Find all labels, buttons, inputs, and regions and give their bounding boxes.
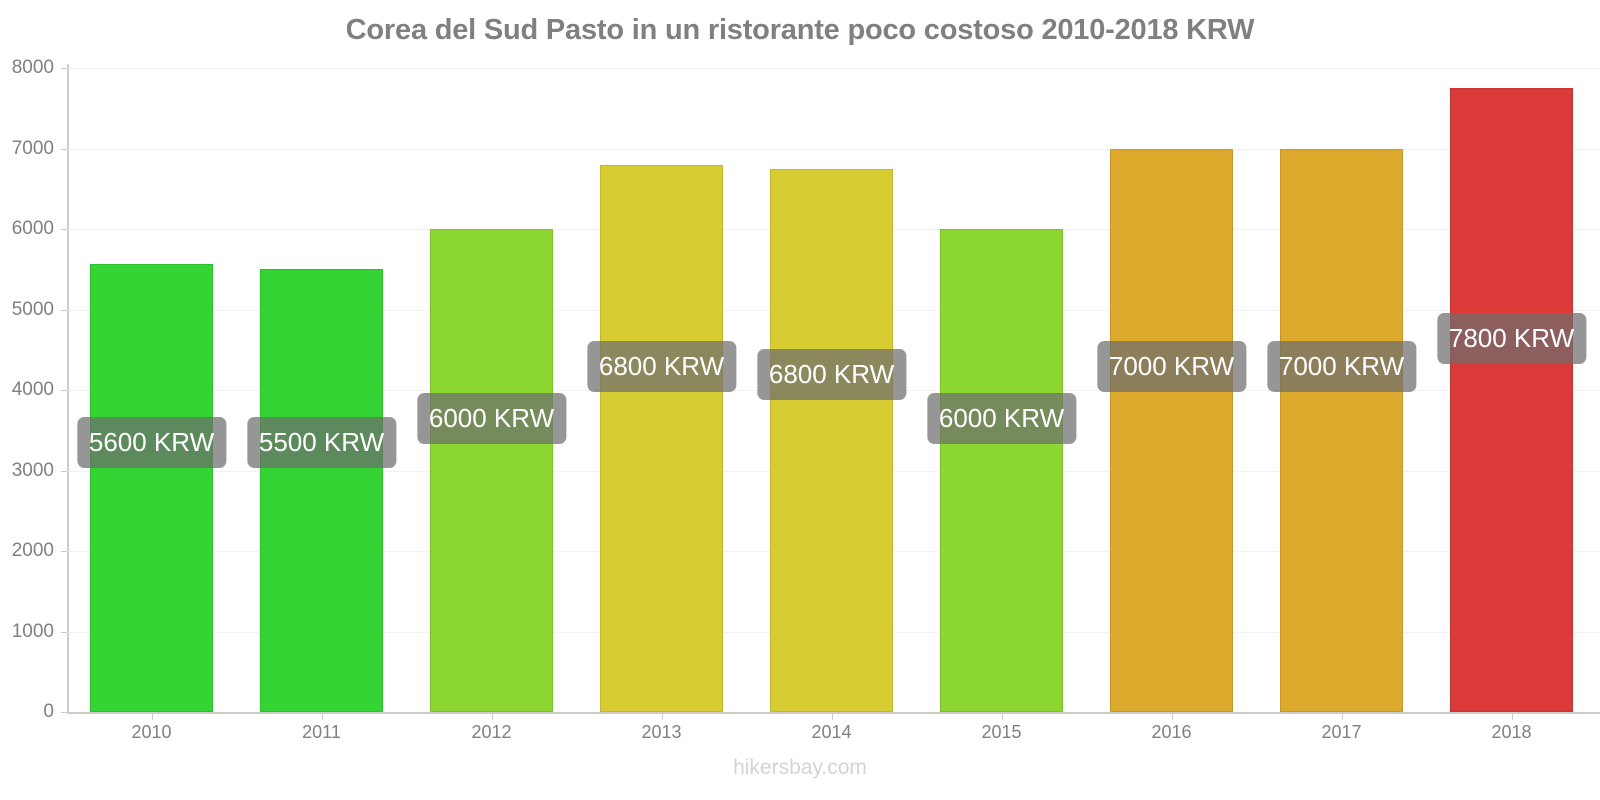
x-tick-label-2018: 2018 — [1491, 722, 1532, 742]
bar-2011[interactable] — [260, 269, 383, 712]
x-tick-label-2016: 2016 — [1151, 722, 1192, 742]
value-label-2010: 5600 KRW — [76, 417, 227, 469]
bars-layer — [90, 88, 1573, 712]
bar-2016[interactable] — [1110, 148, 1233, 712]
x-tick-mark-2014 — [831, 712, 833, 720]
bar-2017[interactable] — [1280, 148, 1403, 712]
x-tick-label-2015: 2015 — [981, 722, 1022, 742]
y-tick-mark-0 — [61, 712, 68, 713]
footer-credit: hikersbay.com — [733, 756, 867, 779]
x-tick-mark-2016 — [1171, 712, 1173, 720]
y-tick-label-0: 0 — [43, 701, 54, 722]
y-tick-mark-2000 — [61, 551, 68, 552]
y-tick-mark-8000 — [61, 68, 68, 69]
value-label-2018: 7800 KRW — [1436, 312, 1587, 364]
x-tick-label-2013: 2013 — [641, 722, 682, 742]
y-tick-mark-6000 — [61, 229, 68, 230]
value-label-2013: 6800 KRW — [586, 340, 737, 392]
y-tick-mark-4000 — [61, 390, 68, 391]
y-axis-line — [67, 64, 69, 714]
x-tick-mark-2010 — [151, 712, 153, 720]
axis-baseline — [68, 712, 1600, 714]
chart-title: Corea del Sud Pasto in un ristorante poc… — [345, 14, 1255, 46]
value-label-2015: 6000 KRW — [926, 393, 1077, 445]
x-tick-mark-2012 — [491, 712, 493, 720]
y-tick-label-7000: 7000 — [11, 137, 54, 159]
y-tick-label-1000: 1000 — [11, 620, 54, 642]
value-label-2016: 7000 KRW — [1096, 340, 1247, 392]
y-tick-label-5000: 5000 — [11, 298, 54, 320]
y-tick-mark-3000 — [61, 470, 68, 472]
bar-2012[interactable] — [430, 229, 553, 712]
value-label-2017: 7000 KRW — [1266, 340, 1417, 392]
y-tick-label-4000: 4000 — [11, 379, 54, 400]
x-tick-mark-2017 — [1341, 712, 1343, 720]
y-tick-label-3000: 3000 — [11, 459, 54, 481]
bar-2010[interactable] — [90, 264, 213, 712]
gridline-7000 — [68, 148, 1600, 150]
y-tick-label-8000: 8000 — [11, 57, 54, 78]
value-label-2011: 5500 KRW — [246, 417, 397, 469]
y-tick-mark-1000 — [61, 631, 68, 633]
x-tick-label-2012: 2012 — [471, 722, 512, 742]
x-tick-mark-2015 — [1001, 712, 1003, 720]
x-tick-label-2017: 2017 — [1321, 722, 1362, 742]
x-tick-mark-2018 — [1511, 712, 1513, 720]
bar-2013[interactable] — [600, 164, 723, 712]
bar-2018[interactable] — [1450, 88, 1573, 712]
bar-2014[interactable] — [770, 168, 893, 712]
y-tick-mark-7000 — [61, 148, 68, 150]
gridline-8000 — [68, 68, 1600, 69]
y-tick-mark-5000 — [61, 309, 68, 311]
y-tick-label-6000: 6000 — [11, 218, 54, 239]
x-tick-mark-2011 — [321, 712, 323, 720]
value-label-2014: 6800 KRW — [756, 348, 907, 400]
x-tick-label-2010: 2010 — [131, 722, 172, 742]
y-tick-label-2000: 2000 — [11, 540, 54, 561]
bar-2015[interactable] — [940, 229, 1063, 712]
x-tick-label-2011: 2011 — [302, 722, 341, 742]
x-tick-mark-2013 — [661, 712, 663, 720]
x-tick-label-2014: 2014 — [811, 722, 852, 742]
value-label-2012: 6000 KRW — [416, 393, 567, 445]
